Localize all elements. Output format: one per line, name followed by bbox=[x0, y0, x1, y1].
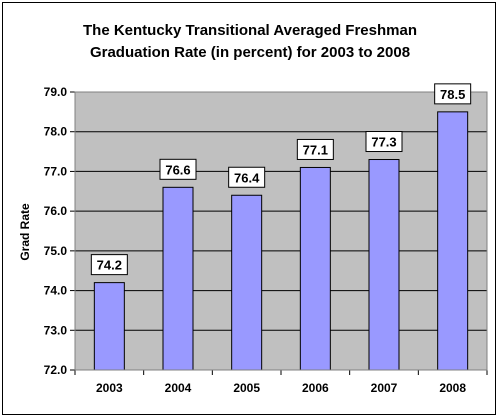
axes: 72.0 73.0 74.0 75.0 76.0 77.0 78.0 79.0 2003 2004… bbox=[44, 85, 488, 395]
bar-chart: The Kentucky Transitional Averaged Fresh… bbox=[18, 22, 488, 395]
plot-area bbox=[75, 92, 487, 370]
bar-2006 bbox=[299, 166, 331, 371]
bar-2004 bbox=[162, 186, 194, 371]
y-tick-label: 77.0 bbox=[44, 164, 68, 178]
data-labels: 74.2 76.6 76.4 77.1 77.3 78.5 bbox=[90, 83, 472, 276]
y-tick-label: 78.0 bbox=[44, 125, 68, 139]
data-label: 74.2 bbox=[97, 258, 122, 273]
bar-2005 bbox=[231, 194, 263, 371]
y-tick-label: 73.0 bbox=[44, 323, 68, 337]
chart-frame: The Kentucky Transitional Averaged Fresh… bbox=[2, 2, 496, 415]
data-label-box bbox=[296, 138, 334, 160]
data-label-box bbox=[90, 254, 128, 276]
data-label: 77.1 bbox=[303, 142, 328, 157]
data-label: 76.6 bbox=[165, 162, 190, 177]
data-label-box bbox=[365, 131, 403, 153]
x-tick-label: 2008 bbox=[439, 381, 466, 395]
y-tick-label: 75.0 bbox=[44, 244, 68, 258]
bars bbox=[93, 111, 469, 371]
x-tick-label: 2004 bbox=[165, 381, 192, 395]
data-label-box bbox=[159, 158, 197, 180]
bar-2007 bbox=[368, 159, 400, 371]
data-label-box bbox=[434, 83, 472, 105]
y-axis-label: Grad Rate bbox=[18, 203, 32, 261]
data-label: 78.5 bbox=[440, 87, 465, 102]
y-tick-label: 74.0 bbox=[44, 284, 68, 298]
chart-title-line1: The Kentucky Transitional Averaged Fresh… bbox=[83, 22, 417, 39]
y-tick-label: 79.0 bbox=[44, 85, 68, 99]
data-label: 76.4 bbox=[234, 170, 260, 185]
x-tick-label: 2005 bbox=[233, 381, 260, 395]
plot-border bbox=[74, 91, 488, 371]
bar-2008 bbox=[437, 111, 469, 371]
y-tick-label: 76.0 bbox=[44, 204, 68, 218]
y-tick-label: 72.0 bbox=[44, 363, 68, 377]
x-tick-label: 2006 bbox=[302, 381, 329, 395]
chart-title-line2: Graduation Rate (in percent) for 2003 to… bbox=[90, 44, 410, 61]
data-label-box bbox=[228, 166, 266, 188]
x-tick-label: 2007 bbox=[371, 381, 398, 395]
x-tick-label: 2003 bbox=[96, 381, 123, 395]
data-label: 77.3 bbox=[371, 135, 396, 150]
bar-2003 bbox=[93, 282, 125, 371]
